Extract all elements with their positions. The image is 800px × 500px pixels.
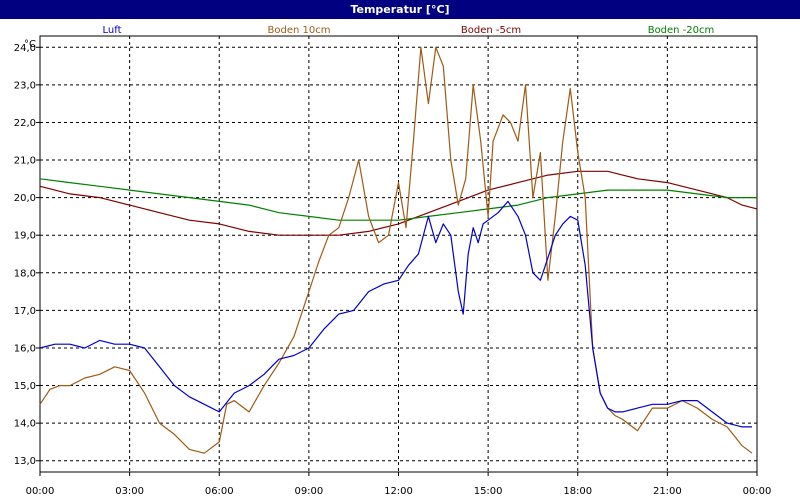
y-tick-label: 13,0: [14, 456, 36, 467]
x-tick-time-label: 18:00: [563, 486, 592, 497]
x-tick-time-label: 09:00: [294, 486, 323, 497]
series-line-boden-10cm: [39, 46, 753, 454]
y-tick-label: 22,0: [14, 118, 36, 129]
x-tick-time-label: 06:00: [205, 486, 234, 497]
x-tick-time-label: 03:00: [115, 486, 144, 497]
chart-title: Temperatur [°C]: [0, 0, 800, 19]
series-lines: [39, 46, 758, 454]
series-line-boden-20cm: [39, 178, 757, 221]
legend: Luft Boden 10cm Boden -5cm Boden -20cm: [103, 25, 715, 36]
y-tick-label: 17,0: [14, 306, 36, 317]
y-axis-unit-label: °C: [24, 39, 36, 50]
x-tick-time-label: 00:00: [743, 486, 772, 497]
y-tick-label: 16,0: [14, 343, 36, 354]
legend-entry: Boden -5cm: [461, 25, 521, 36]
x-tick-time-label: 00:00: [26, 486, 55, 497]
y-tick-label: 20,0: [14, 193, 36, 204]
series-line-boden-5cm: [39, 170, 758, 236]
y-tick-label: 19,0: [14, 231, 36, 242]
legend-entry: Boden -20cm: [648, 25, 715, 36]
x-tick-time-label: 15:00: [474, 486, 503, 497]
legend-entry: Boden 10cm: [268, 25, 331, 36]
y-tick-label: 18,0: [14, 268, 36, 279]
temperature-chart: 13,0 14,0 15,0 16,0 17,0 18,0 19,0 20,0 21,0 22,0…: [14, 25, 772, 497]
legend-entry: Luft: [103, 25, 122, 36]
y-tick-label: 14,0: [14, 419, 36, 430]
y-tick-label: 15,0: [14, 381, 36, 392]
x-tick-time-label: 12:00: [384, 486, 413, 497]
y-tick-label: 23,0: [14, 80, 36, 91]
series-line-luft: [39, 200, 752, 428]
y-tick-label: 24,0: [14, 43, 36, 54]
axes: 13,0 14,0 15,0 16,0 17,0 18,0 19,0 20,0 21,0 22,0…: [14, 43, 772, 497]
grid: [39, 35, 758, 473]
x-tick-time-label: 21:00: [653, 486, 682, 497]
y-tick-label: 21,0: [14, 156, 36, 167]
